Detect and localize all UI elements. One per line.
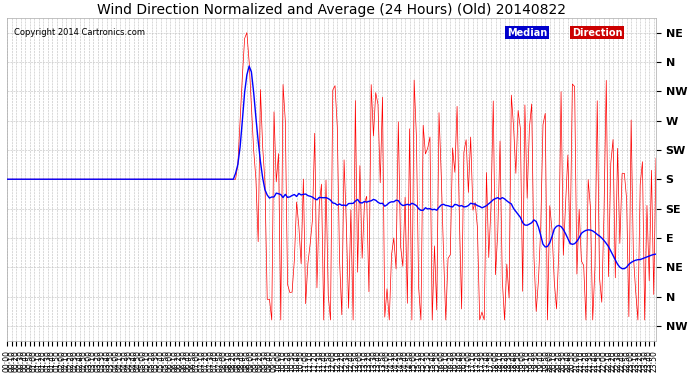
Text: Direction: Direction	[572, 28, 622, 38]
Text: Copyright 2014 Cartronics.com: Copyright 2014 Cartronics.com	[14, 28, 145, 37]
Text: Median: Median	[506, 28, 547, 38]
Title: Wind Direction Normalized and Average (24 Hours) (Old) 20140822: Wind Direction Normalized and Average (2…	[97, 3, 566, 17]
